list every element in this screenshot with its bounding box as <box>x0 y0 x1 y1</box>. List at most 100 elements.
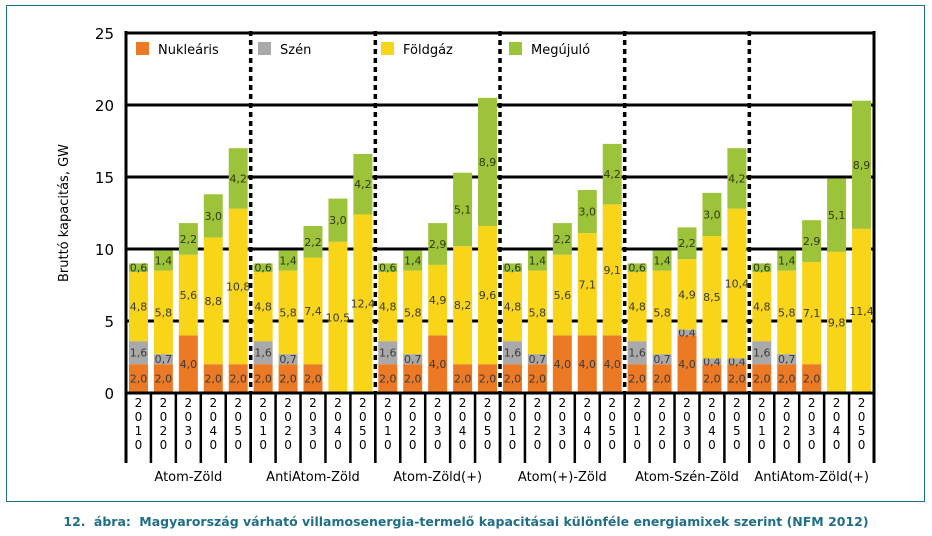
data-label: 0,6 <box>254 262 272 275</box>
data-label: 8,8 <box>205 295 223 308</box>
data-label: 0,6 <box>504 262 522 275</box>
data-label: 2,9 <box>429 238 447 251</box>
x-year-digit: 2 <box>234 396 242 410</box>
x-year-digit: 2 <box>658 424 666 438</box>
x-year-digit: 0 <box>384 438 392 452</box>
scenario-label: Atom-Szén-Zöld <box>635 470 739 485</box>
data-label: 4,9 <box>678 288 696 301</box>
y-tick-label: 10 <box>95 241 114 259</box>
data-label: 1,6 <box>628 347 646 360</box>
x-year-digit: 0 <box>783 410 791 424</box>
x-year-digit: 0 <box>359 438 367 452</box>
x-year-digit: 0 <box>783 438 791 452</box>
bar-segment-gas <box>852 228 872 393</box>
data-label: 0,7 <box>279 353 297 366</box>
data-label: 8,5 <box>703 291 721 304</box>
data-label: 9,8 <box>828 316 846 329</box>
x-year-digit: 3 <box>309 424 317 438</box>
data-label: 5,6 <box>554 289 572 302</box>
bar-segment-coal <box>502 341 522 365</box>
x-year-digit: 0 <box>858 438 866 452</box>
x-year-digit: 1 <box>509 424 517 438</box>
data-label: 9,6 <box>479 289 497 302</box>
data-label: 2,0 <box>504 373 522 386</box>
y-tick-label: 25 <box>95 25 114 43</box>
bar-segment-gas <box>153 270 173 355</box>
y-axis-title: Bruttó kapacitás, GW <box>57 144 72 282</box>
x-year-digit: 1 <box>758 424 766 438</box>
bar-segment-coal <box>727 358 747 365</box>
data-label: 4,8 <box>504 301 522 314</box>
x-year-digit: 0 <box>833 438 841 452</box>
x-year-digit: 2 <box>683 396 691 410</box>
data-label: 2,0 <box>279 373 297 386</box>
x-year-digit: 0 <box>534 438 542 452</box>
x-year-digit: 2 <box>559 396 567 410</box>
x-year-digit: 5 <box>234 424 242 438</box>
x-year-digit: 0 <box>583 410 591 424</box>
data-label: 2,2 <box>304 236 322 249</box>
x-year-digit: 0 <box>484 438 492 452</box>
data-label: 0,4 <box>728 355 746 368</box>
bar-segment-gas <box>702 236 722 359</box>
x-year-digit: 0 <box>209 410 217 424</box>
x-year-digit: 0 <box>733 410 741 424</box>
x-year-digit: 1 <box>384 424 392 438</box>
x-year-digit: 5 <box>858 424 866 438</box>
legend-swatch-coal <box>258 42 271 55</box>
legend-swatch-gas <box>381 42 394 55</box>
bar-segment-nuclear <box>253 364 273 393</box>
bar-segment-gas <box>403 270 423 355</box>
data-label: 1,4 <box>155 255 173 268</box>
x-year-digit: 2 <box>633 396 641 410</box>
x-year-digit: 0 <box>409 410 417 424</box>
x-year-digit: 0 <box>459 438 467 452</box>
bar-segment-renewable <box>802 220 822 262</box>
x-year-digit: 2 <box>858 396 866 410</box>
legend-label: Földgáz <box>403 43 453 58</box>
figure-frame <box>6 5 925 502</box>
data-label: 1,6 <box>130 347 148 360</box>
scenario-label: Atom-Zöld(+) <box>393 470 482 485</box>
data-label: 0,7 <box>778 353 796 366</box>
data-label: 0,6 <box>379 262 397 275</box>
x-year-digit: 0 <box>733 438 741 452</box>
bar-segment-renewable <box>502 263 522 273</box>
x-year-digit: 0 <box>334 438 342 452</box>
data-label: 2,0 <box>205 373 223 386</box>
data-label: 2,0 <box>155 373 173 386</box>
x-year-digit: 0 <box>359 410 367 424</box>
x-year-digit: 4 <box>459 424 467 438</box>
data-label: 4,0 <box>429 358 447 371</box>
x-year-digit: 2 <box>833 396 841 410</box>
data-label: 4,2 <box>229 172 247 185</box>
data-label: 4,8 <box>254 301 272 314</box>
x-year-digit: 0 <box>559 438 567 452</box>
bar-segment-gas <box>203 237 223 365</box>
bar-segment-gas <box>353 214 373 393</box>
x-year-digit: 0 <box>135 410 143 424</box>
data-label: 2,0 <box>778 373 796 386</box>
x-year-digit: 2 <box>135 396 143 410</box>
x-year-digit: 4 <box>334 424 342 438</box>
bar-segment-coal <box>278 354 298 365</box>
data-label: 4,8 <box>379 301 397 314</box>
bar-segment-renewable <box>378 263 398 273</box>
bar-segment-renewable <box>278 250 298 271</box>
bar-segment-renewable <box>702 192 722 237</box>
data-label: 5,1 <box>454 203 472 216</box>
x-year-digit: 5 <box>733 424 741 438</box>
bar-segment-renewable <box>178 223 198 255</box>
legend-label: Nukleáris <box>158 43 219 58</box>
data-label: 2,0 <box>803 373 821 386</box>
bar-segment-nuclear <box>677 335 697 393</box>
bar-segment-nuclear <box>777 364 797 393</box>
bar-segment-renewable <box>552 223 572 255</box>
data-label: 0,7 <box>653 353 671 366</box>
data-label: 5,8 <box>279 306 297 319</box>
x-year-digit: 2 <box>534 424 542 438</box>
bar-segment-renewable <box>852 100 872 229</box>
bar-segment-gas <box>727 208 747 359</box>
caption-number: 12. <box>63 514 86 529</box>
bar-segment-gas <box>577 233 597 336</box>
